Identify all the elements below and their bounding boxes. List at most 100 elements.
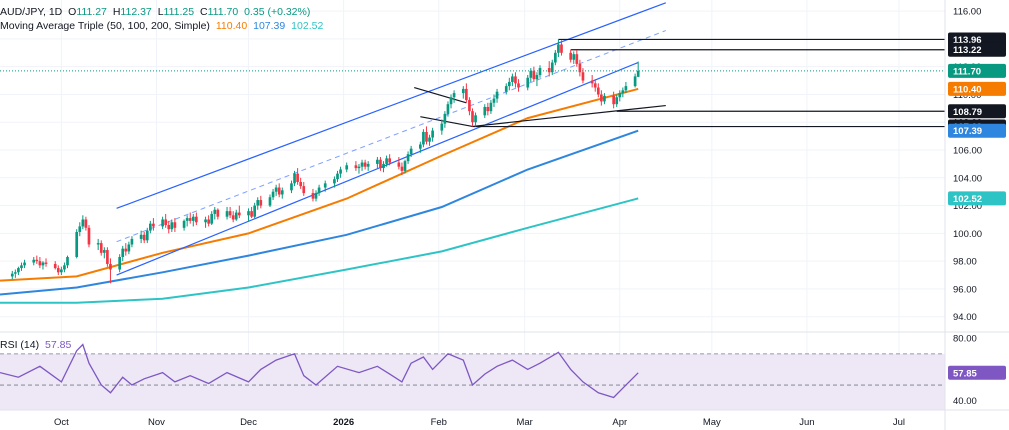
candle <box>366 161 370 171</box>
candle-body <box>210 213 214 224</box>
legend-symbol[interactable]: AUD/JPY, 1D <box>0 6 63 18</box>
candle <box>41 261 45 270</box>
candle-body <box>385 158 388 164</box>
candle <box>44 258 48 267</box>
candle-body <box>511 76 514 82</box>
candle-body <box>299 181 303 187</box>
price-tag-label: 113.96 <box>953 35 982 46</box>
candle-body <box>474 115 477 123</box>
time-tick-label: Apr <box>612 417 627 428</box>
legend-change: 0.35 (+0.32%) <box>244 6 311 18</box>
candle-body <box>425 131 428 142</box>
candle <box>354 161 358 171</box>
candle-body <box>164 219 168 226</box>
candle <box>296 168 299 185</box>
candle <box>511 73 514 87</box>
candle <box>317 184 321 196</box>
candle <box>363 159 367 170</box>
candle <box>388 154 391 166</box>
candle-body <box>109 263 112 270</box>
ma50-value: 110.40 <box>215 20 248 32</box>
candle <box>170 219 174 232</box>
candle <box>409 145 413 157</box>
chart-overlays <box>0 2 945 304</box>
candle-body <box>633 76 637 87</box>
candle-body <box>23 262 26 266</box>
candle <box>256 197 260 210</box>
candle <box>535 72 539 87</box>
candle <box>23 259 26 269</box>
candle-body <box>468 100 471 112</box>
candle-body <box>569 52 573 60</box>
price-tag-level: 108.79 <box>948 104 1006 119</box>
candle-body <box>529 70 533 78</box>
rsi-tick-label: 40.00 <box>953 396 977 407</box>
ma50-line <box>0 87 639 282</box>
legend-main: AUD/JPY, 1D O111.27 H112.37 L111.25 C111… <box>0 6 313 18</box>
candle <box>81 215 85 230</box>
candle-body <box>253 205 256 217</box>
candle <box>78 222 82 237</box>
candle-body <box>535 75 539 80</box>
candle-body <box>234 212 238 220</box>
candle-body <box>296 173 299 182</box>
candle-body <box>84 219 88 228</box>
candle-body <box>504 86 508 92</box>
price-tag-ma50: 110.40 <box>948 81 1006 96</box>
candle-body <box>274 187 278 192</box>
legend-open: 111.27 <box>76 6 107 18</box>
candle-body <box>560 44 563 53</box>
rsi-label[interactable]: RSI (14) <box>0 339 40 351</box>
candle <box>139 230 143 244</box>
candle <box>618 90 622 102</box>
candle <box>538 65 542 78</box>
candle <box>495 88 499 103</box>
candle-body <box>142 234 146 241</box>
candle <box>87 225 91 248</box>
candle-body <box>636 70 640 77</box>
candle-body <box>345 165 349 170</box>
candle <box>161 216 164 230</box>
candle-body <box>379 159 382 169</box>
candle-body <box>32 259 36 263</box>
candle <box>234 209 238 221</box>
candle <box>35 255 39 264</box>
candle <box>280 187 284 199</box>
candle-body <box>514 76 517 84</box>
ma-label[interactable]: Moving Average Triple (50, 100, 200, Sim… <box>0 20 210 32</box>
candle-body <box>339 169 342 174</box>
candle <box>471 108 474 127</box>
candle-body <box>161 219 164 227</box>
candle <box>164 213 168 228</box>
candle-body <box>152 223 155 227</box>
candle <box>465 83 468 103</box>
candle-body <box>191 216 195 221</box>
candle <box>461 86 465 99</box>
candle-body <box>139 234 143 239</box>
price-tag-label: 110.40 <box>953 84 982 95</box>
price-tick-label: 98.00 <box>953 257 977 268</box>
candle <box>554 50 557 66</box>
candle <box>109 258 112 284</box>
legend-high-label: H <box>112 6 121 18</box>
legend-low-label: L <box>157 6 164 18</box>
candle-body <box>449 97 453 105</box>
rsi-value-tag: 57.85 <box>948 365 1006 380</box>
candle <box>486 102 490 116</box>
candle-body <box>400 166 404 171</box>
time-tick-label: Feb <box>431 417 447 428</box>
candle-body <box>81 219 85 227</box>
candle <box>149 220 152 234</box>
candle <box>483 104 487 119</box>
candle-body <box>532 70 536 80</box>
candle-body <box>618 93 622 98</box>
candle <box>440 119 444 135</box>
candle-body <box>231 215 235 220</box>
candle <box>569 49 573 63</box>
candle <box>345 162 349 173</box>
candle <box>75 229 79 259</box>
candle-body <box>554 52 557 63</box>
candle <box>271 188 275 201</box>
channel-upper-line <box>116 2 667 209</box>
trendline <box>414 86 467 104</box>
